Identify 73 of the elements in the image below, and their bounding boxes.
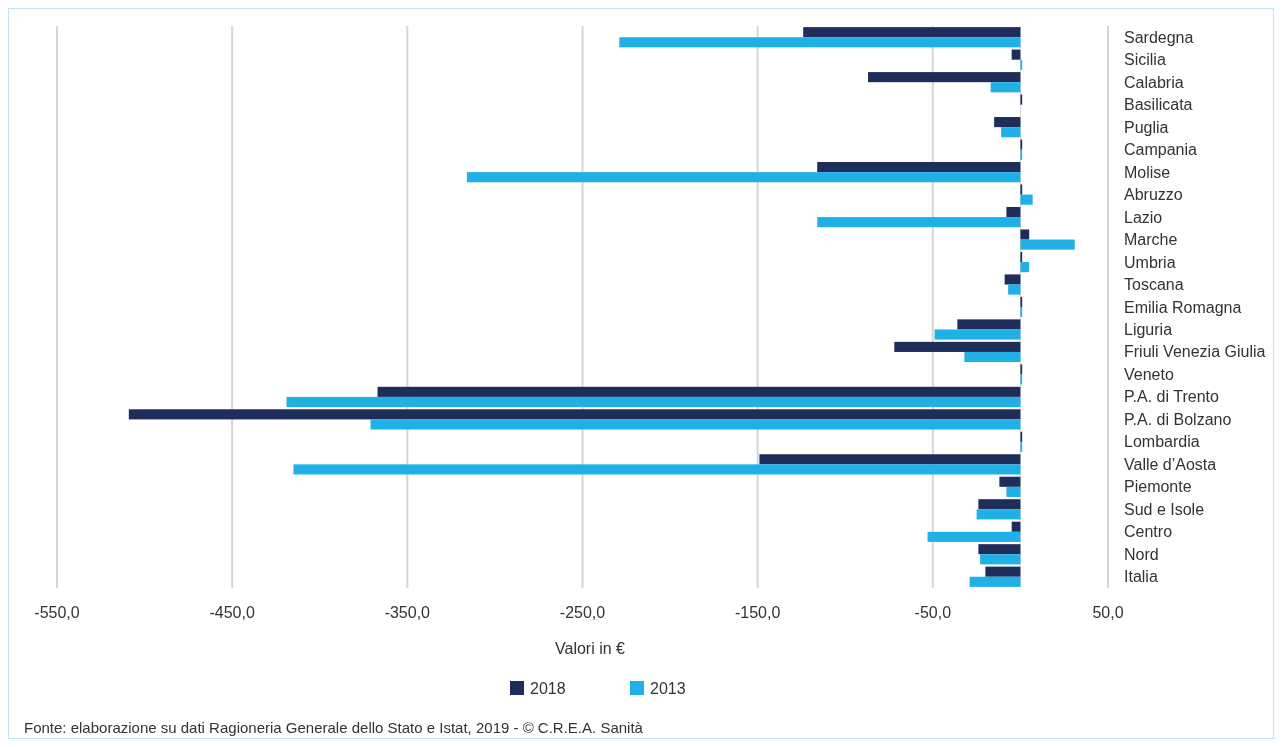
bar	[894, 341, 1021, 352]
x-tick-label: -550,0	[34, 604, 80, 621]
bar	[286, 396, 1021, 408]
bar	[1011, 49, 1021, 60]
bar	[934, 329, 1021, 340]
y-tick-label: Liguria	[1124, 320, 1173, 338]
y-tick-label: Umbria	[1124, 253, 1176, 271]
bar	[927, 531, 1021, 542]
bar	[957, 319, 1021, 330]
x-tick-label: -450,0	[209, 604, 255, 621]
y-tick-label: Centro	[1124, 523, 1173, 541]
bar	[377, 386, 1021, 397]
x-tick-label: -150,0	[734, 604, 781, 621]
y-tick-label: Sicilia	[1124, 51, 1166, 69]
bar	[999, 476, 1021, 487]
bar	[466, 172, 1021, 183]
y-tick-label: Italia	[1124, 568, 1158, 586]
bar	[1006, 206, 1021, 218]
bar	[370, 419, 1021, 430]
bar	[976, 509, 1021, 520]
bar	[1020, 239, 1075, 250]
bar	[1011, 521, 1021, 532]
bar	[817, 162, 1021, 173]
y-tick-label: Basilicata	[1124, 96, 1193, 114]
x-axis-title: Valori in €	[555, 640, 626, 657]
bar	[759, 454, 1021, 465]
y-tick-label: Sud e Isole	[1124, 500, 1205, 518]
bar	[990, 82, 1021, 93]
bar	[803, 27, 1021, 38]
bar	[1020, 229, 1030, 240]
y-tick-label: Campania	[1124, 141, 1198, 159]
legend-label: 2013	[650, 679, 686, 697]
y-tick-label: Lombardia	[1124, 433, 1200, 451]
y-tick-label: Calabria	[1124, 73, 1184, 91]
bar	[293, 464, 1021, 475]
y-tick-label: Emilia Romagna	[1124, 298, 1242, 316]
legend-label: 2018	[530, 679, 566, 697]
bar	[985, 566, 1021, 577]
bar	[128, 409, 1021, 420]
bar	[1020, 194, 1033, 205]
bar	[1008, 284, 1021, 295]
y-tick-label: Molise	[1124, 163, 1171, 181]
bar	[978, 499, 1021, 510]
bar	[1006, 486, 1021, 497]
bar	[969, 576, 1021, 587]
y-tick-label: P.A. di Bolzano	[1124, 410, 1232, 428]
bar	[619, 37, 1021, 48]
y-tick-label: Piemonte	[1124, 478, 1192, 496]
y-tick-label: Nord	[1124, 545, 1159, 563]
y-tick-label: Sardegna	[1124, 28, 1194, 46]
bar	[1004, 274, 1021, 285]
bar	[978, 544, 1021, 555]
bar	[980, 554, 1021, 565]
y-tick-label: Marche	[1124, 231, 1178, 249]
bar	[964, 351, 1021, 363]
y-tick-label: Toscana	[1124, 276, 1184, 294]
y-tick-label: Puglia	[1124, 118, 1169, 136]
bar	[817, 217, 1021, 228]
bar	[1020, 262, 1030, 273]
y-tick-label: Veneto	[1124, 365, 1174, 383]
bar	[1001, 127, 1021, 138]
source-note: Fonte: elaborazione su dati Ragioneria Generale dello Stato e Istat, 2019 - © C.R.E.A. Sanità	[24, 719, 644, 736]
x-tick-label: -350,0	[384, 604, 431, 621]
bar	[868, 72, 1021, 83]
y-tick-label: Friuli Venezia Giulia	[1124, 343, 1266, 361]
y-tick-label: Valle d’Aosta	[1124, 455, 1217, 473]
x-tick-label: 50,0	[1092, 604, 1124, 621]
y-tick-label: P.A. di Trento	[1124, 388, 1219, 406]
bar	[994, 117, 1021, 128]
y-tick-label: Abruzzo	[1124, 186, 1183, 204]
y-tick-label: Lazio	[1124, 208, 1163, 226]
x-tick-label: -50,0	[914, 604, 952, 621]
x-tick-label: -250,0	[559, 604, 606, 621]
